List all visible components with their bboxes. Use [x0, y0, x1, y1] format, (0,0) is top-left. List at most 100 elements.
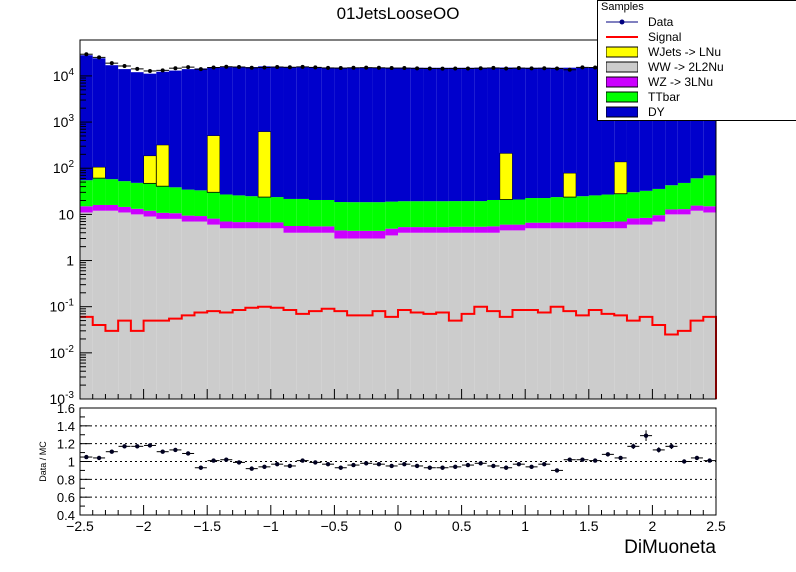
ratio-ytick-label-4: 1.2	[57, 437, 75, 452]
data-point-28	[440, 66, 445, 71]
data-point-20	[338, 66, 343, 71]
data-point-7	[173, 66, 178, 71]
bar-wz-3lnu-20	[334, 230, 348, 239]
data-point-38	[567, 67, 572, 72]
bar-ttbar-13	[245, 196, 259, 223]
xtick-label-10: 2.5	[706, 518, 726, 534]
bar-ttbar-4	[130, 182, 144, 209]
ratio-point-33	[503, 465, 509, 470]
legend-label-ww: WW -> 2L2Nu	[648, 60, 724, 74]
bar-ww-2l2nu-44	[639, 224, 653, 399]
bar-dy-3	[118, 69, 131, 182]
bar-wz-3lnu-5	[143, 210, 157, 217]
bar-dy-2	[105, 65, 119, 180]
legend-entry-ww: WW -> 2L2Nu	[602, 60, 792, 75]
legend-label-signal: Signal	[648, 30, 682, 44]
legend-entry-signal: Signal	[602, 30, 792, 45]
top-ytick-label-1: 10-2	[50, 344, 75, 361]
data-point-32	[491, 65, 496, 70]
ratio-point-31	[478, 461, 483, 466]
bar-dy-30	[461, 67, 475, 202]
bar-dy-6	[156, 71, 170, 145]
bar-wjets-lnu-10	[206, 135, 221, 193]
bar-dy-17	[296, 67, 309, 199]
wjets-swatch-icon	[606, 46, 638, 58]
ratio-ytick-label-6: 1.6	[57, 401, 75, 416]
bar-ttbar-7	[169, 187, 182, 214]
ratio-point-1	[96, 455, 102, 461]
bar-ttbar-6	[156, 186, 170, 213]
bar-ttbar-11	[219, 194, 233, 222]
bar-ww-2l2nu-32	[487, 232, 500, 399]
ratio-point-12	[236, 460, 242, 465]
bar-wz-3lnu-21	[347, 230, 360, 239]
bar-dy-12	[232, 67, 246, 196]
bar-ww-2l2nu-43	[626, 224, 640, 399]
signal-line-icon	[606, 36, 638, 38]
legend-entry-ttbar: TTbar	[602, 90, 792, 105]
bar-ww-2l2nu-8	[181, 221, 195, 399]
ratio-point-14	[262, 464, 267, 470]
ratio-point-30	[465, 462, 471, 468]
bar-ww-2l2nu-36	[537, 228, 551, 399]
bar-wz-3lnu-2	[105, 204, 119, 211]
bar-ww-2l2nu-11	[219, 228, 233, 399]
data-point-21	[351, 65, 356, 70]
bar-wz-3lnu-31	[474, 226, 488, 233]
bar-wz-3lnu-32	[487, 226, 500, 233]
bar-dy-13	[245, 67, 259, 197]
chart-title: 01JetsLooseOO	[336, 4, 460, 23]
bar-wjets-lnu-14	[257, 131, 272, 198]
ratio-point-43	[631, 444, 636, 449]
data-point-6	[160, 68, 165, 73]
bar-ww-2l2nu-27	[423, 232, 437, 399]
ratio-point-40	[592, 458, 598, 463]
bar-dy-36	[537, 67, 551, 199]
legend-label-ttbar: TTbar	[648, 90, 681, 104]
bar-wz-3lnu-16	[283, 226, 297, 233]
ratio-ytick-label-5: 1.4	[57, 419, 75, 434]
data-point-31	[478, 66, 483, 71]
bar-wz-3lnu-37	[550, 222, 564, 229]
bar-wjets-lnu-5	[143, 155, 157, 184]
bar-ttbar-2	[105, 179, 119, 205]
bar-ttbar-33	[499, 199, 513, 225]
ratio-ytick-label-0: 0.4	[57, 508, 75, 523]
ratio-point-45	[656, 447, 661, 453]
bar-ttbar-27	[423, 201, 437, 228]
ratio-point-46	[669, 444, 674, 449]
xtick-label-5: 0	[394, 518, 402, 534]
bar-ww-2l2nu-28	[436, 232, 449, 399]
bar-ww-2l2nu-46	[665, 214, 678, 399]
bar-dy-21	[347, 67, 360, 203]
wz-swatch-icon	[606, 76, 638, 88]
ratio-point-32	[491, 463, 496, 469]
ratio-point-0	[84, 454, 89, 460]
bar-ww-2l2nu-18	[308, 232, 322, 399]
data-point-11	[224, 64, 229, 69]
bar-wz-3lnu-14	[258, 222, 271, 229]
bar-ttbar-41	[601, 194, 615, 222]
bar-wz-3lnu-12	[232, 222, 246, 229]
data-point-2	[109, 61, 114, 66]
bar-wz-3lnu-25	[398, 227, 411, 233]
bar-ttbar-36	[537, 198, 551, 223]
data-point-37	[555, 66, 559, 71]
xtick-label-9: 2	[649, 518, 657, 534]
bar-ttbar-8	[181, 189, 195, 216]
bar-ww-2l2nu-34	[512, 230, 526, 399]
bar-ttbar-14	[258, 197, 271, 223]
data-point-13	[249, 65, 254, 70]
data-point-19	[326, 65, 331, 70]
data-point-18	[313, 65, 318, 70]
bar-ww-2l2nu-47	[677, 214, 691, 399]
bar-ttbar-10	[207, 192, 220, 219]
bar-ttbar-38	[563, 197, 577, 223]
bar-ttbar-12	[232, 195, 246, 223]
data-point-1	[97, 55, 102, 60]
ratio-point-5	[147, 443, 153, 448]
ratio-point-20	[338, 465, 343, 470]
bar-wz-3lnu-49	[703, 206, 716, 213]
bar-wz-3lnu-17	[296, 226, 309, 233]
bar-wz-3lnu-35	[525, 222, 538, 229]
